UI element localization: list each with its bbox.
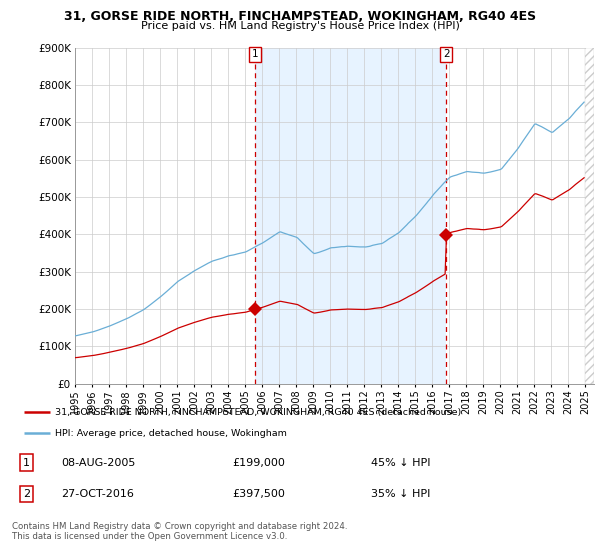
Text: Price paid vs. HM Land Registry's House Price Index (HPI): Price paid vs. HM Land Registry's House … [140,21,460,31]
Text: £397,500: £397,500 [232,489,285,499]
Text: 31, GORSE RIDE NORTH, FINCHAMPSTEAD, WOKINGHAM, RG40 4ES: 31, GORSE RIDE NORTH, FINCHAMPSTEAD, WOK… [64,10,536,22]
Text: 2: 2 [23,489,30,499]
Text: 1: 1 [252,49,259,59]
Text: 1: 1 [23,458,30,468]
Bar [256,48,446,384]
Text: Contains HM Land Registry data © Crown copyright and database right 2024.
This d: Contains HM Land Registry data © Crown c… [12,522,347,542]
Text: 2: 2 [443,49,449,59]
Text: £199,000: £199,000 [232,458,285,468]
Text: 45% ↓ HPI: 45% ↓ HPI [371,458,430,468]
Text: HPI: Average price, detached house, Wokingham: HPI: Average price, detached house, Woki… [55,429,287,438]
Bar [586,48,594,384]
Text: 35% ↓ HPI: 35% ↓ HPI [371,489,430,499]
Text: 31, GORSE RIDE NORTH, FINCHAMPSTEAD, WOKINGHAM, RG40 4ES (detached house): 31, GORSE RIDE NORTH, FINCHAMPSTEAD, WOK… [55,408,461,417]
Text: 27-OCT-2016: 27-OCT-2016 [61,489,134,499]
Text: 08-AUG-2005: 08-AUG-2005 [61,458,136,468]
